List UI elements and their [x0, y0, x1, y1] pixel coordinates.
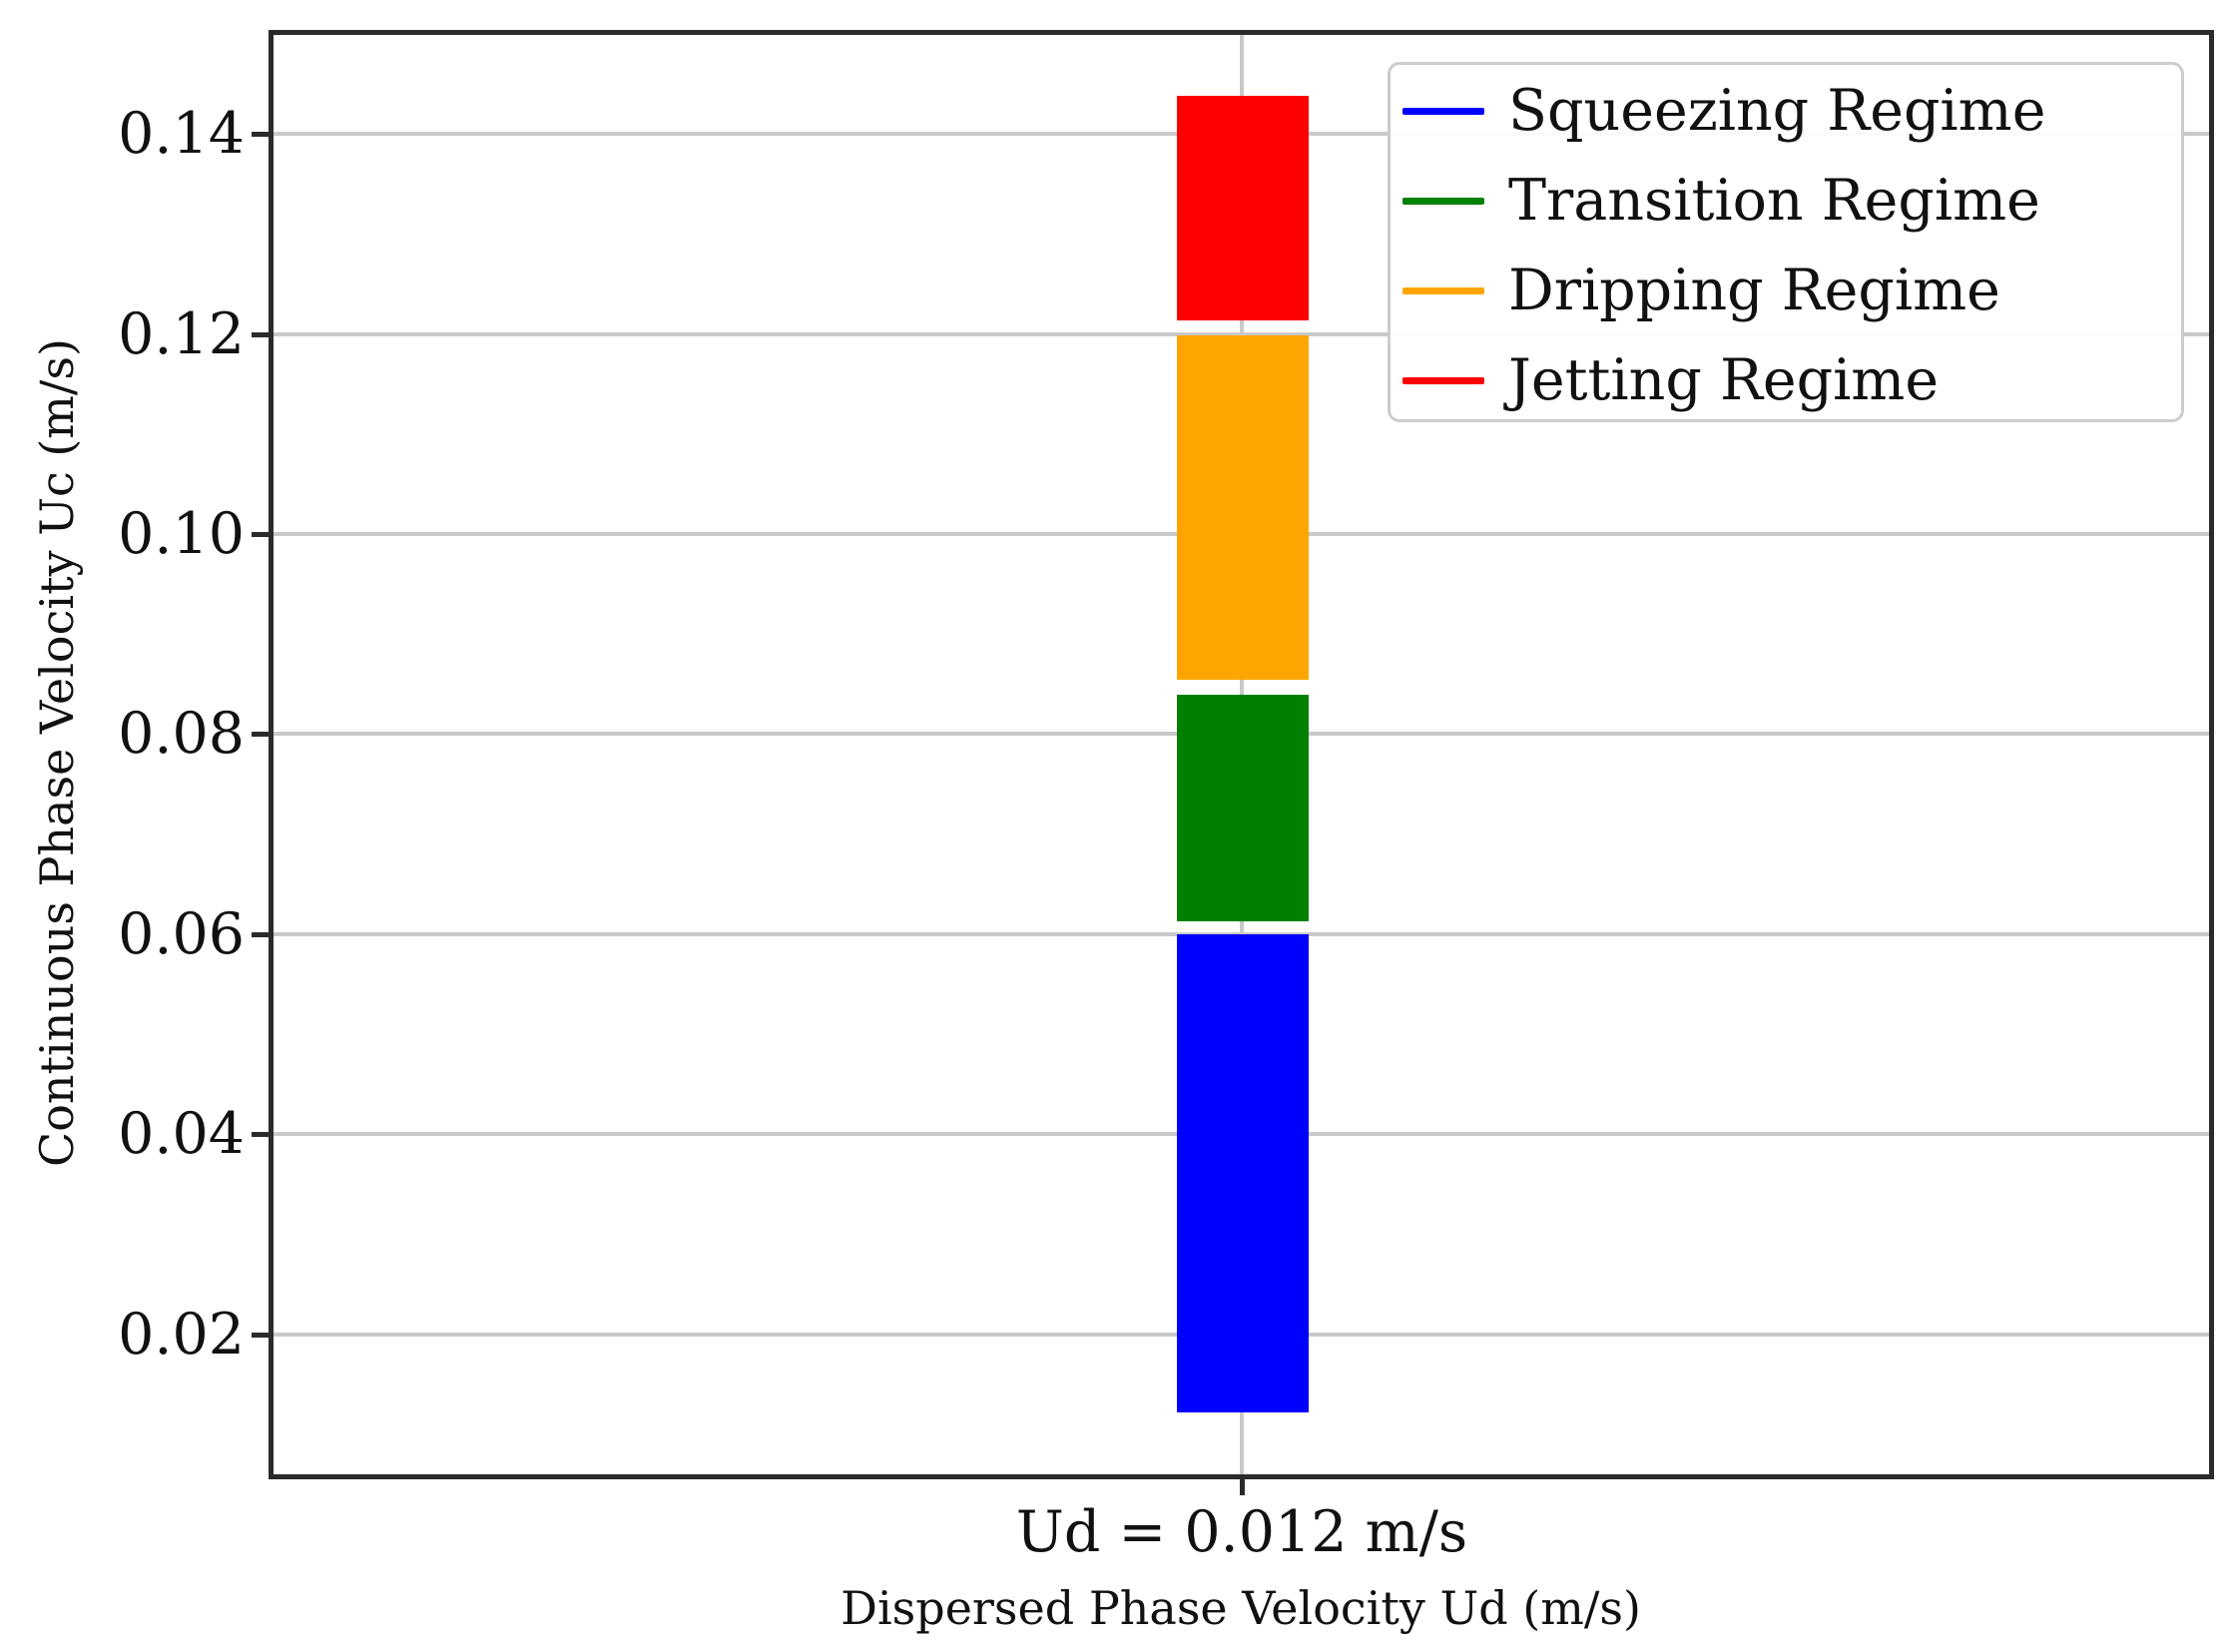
axis-spine-left — [269, 30, 274, 1479]
ytick-0.14 — [252, 132, 269, 137]
legend-item-transition: Transition Regime — [1391, 156, 2181, 246]
xtick-label: Ud = 0.012 m/s — [1015, 1499, 1468, 1565]
legend-line-icon — [1402, 108, 1484, 115]
ytick-label: 0.06 — [118, 901, 245, 967]
x-axis-label: Dispersed Phase Velocity Ud (m/s) — [840, 1581, 1641, 1635]
xtick-mark — [1240, 1479, 1245, 1495]
legend-line-icon — [1402, 287, 1484, 294]
axis-spine-right — [2209, 30, 2214, 1479]
bar-segment-dripping — [1177, 335, 1309, 680]
legend-line-icon — [1402, 377, 1484, 384]
legend-label: Transition Regime — [1508, 168, 2040, 234]
legend-item-jetting: Jetting Regime — [1391, 335, 2181, 425]
ytick-0.02 — [252, 1333, 269, 1338]
ytick-label: 0.02 — [118, 1302, 245, 1368]
bar-segment-jetting — [1177, 96, 1309, 320]
ytick-0.04 — [252, 1132, 269, 1137]
legend-item-dripping: Dripping Regime — [1391, 246, 2181, 335]
legend-label: Jetting Regime — [1508, 347, 1940, 413]
bar-segment-squeezing — [1177, 934, 1309, 1412]
ytick-0.10 — [252, 532, 269, 537]
ytick-label: 0.14 — [118, 101, 245, 167]
ytick-label: 0.08 — [118, 701, 245, 767]
legend-item-squeezing: Squeezing Regime — [1391, 66, 2181, 156]
y-axis-label: Continuous Phase Velocity Uc (m/s) — [30, 338, 84, 1167]
ytick-label: 0.04 — [118, 1101, 245, 1167]
ytick-label: 0.10 — [118, 501, 245, 567]
ytick-0.12 — [252, 332, 269, 337]
ytick-0.06 — [252, 932, 269, 937]
ytick-0.08 — [252, 732, 269, 737]
axis-spine-bottom — [269, 1474, 2214, 1479]
legend-line-icon — [1402, 198, 1484, 205]
legend: Squeezing Regime Transition Regime Dripp… — [1388, 62, 2184, 422]
ytick-label: 0.12 — [118, 301, 245, 367]
legend-label: Dripping Regime — [1508, 258, 2000, 323]
bar-segment-transition — [1177, 695, 1309, 921]
legend-label: Squeezing Regime — [1508, 78, 2046, 144]
axis-spine-top — [269, 30, 2214, 35]
